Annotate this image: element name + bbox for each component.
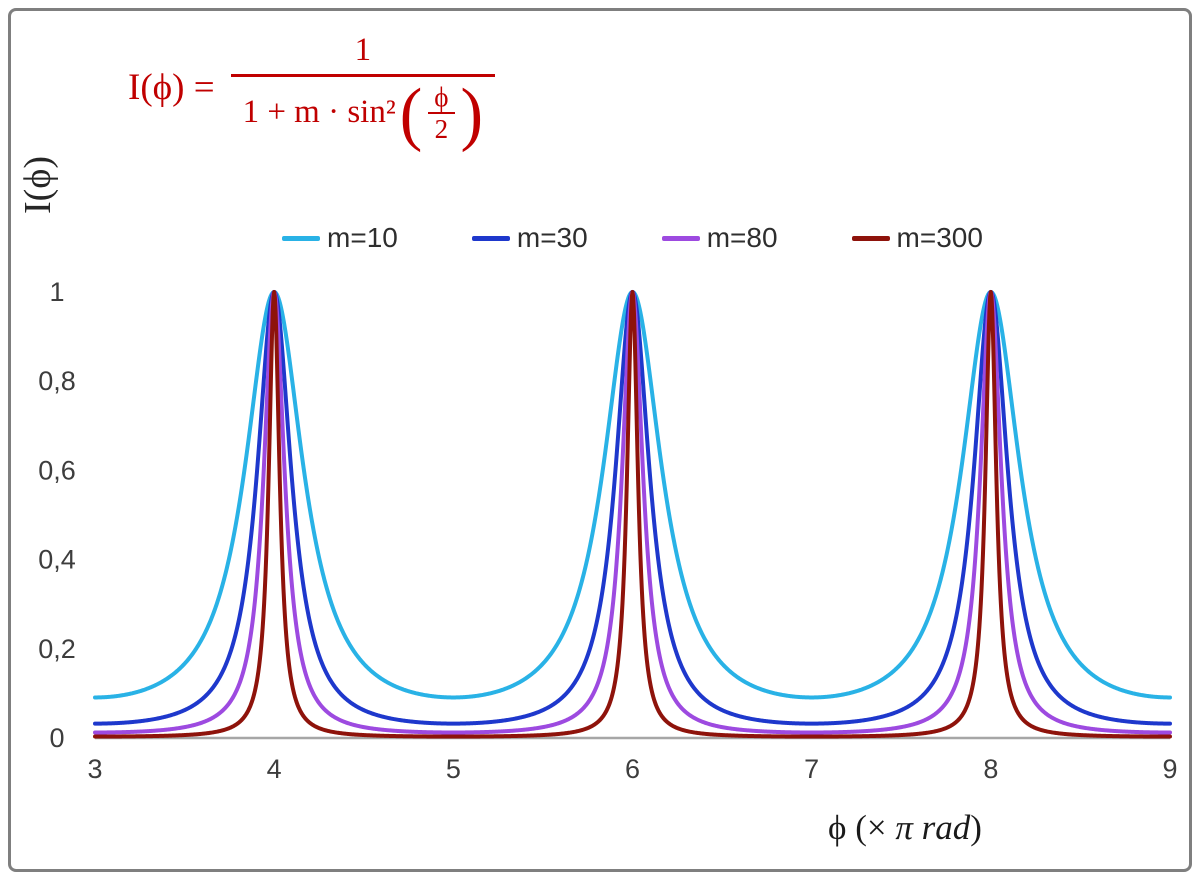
legend-item: m=10: [282, 222, 398, 254]
curve-m=30: [93, 290, 1172, 726]
x-axis-title-close: ): [970, 808, 982, 847]
legend-item: m=30: [471, 222, 588, 254]
legend-label: m=80: [706, 222, 778, 253]
x-axis-title-symbol: ϕ (×: [828, 808, 896, 847]
x-tick-label: 9: [1162, 754, 1177, 784]
legend: m=10 m=30 m=80 m=300: [95, 222, 1170, 254]
formula-inner-fraction: ϕ 2: [428, 83, 455, 145]
formula-numerator: 1: [354, 32, 372, 68]
x-tick-label: 5: [446, 754, 461, 784]
y-tick-label: 0,6: [38, 455, 76, 485]
x-tick-label: 6: [625, 754, 640, 784]
y-axis-title: I(ϕ): [17, 156, 59, 214]
legend-label: m=30: [516, 222, 588, 253]
legend-item: m=80: [661, 222, 778, 254]
close-paren: ): [460, 73, 484, 153]
legend-swatch: [471, 235, 510, 241]
legend-swatch: [282, 235, 321, 241]
formula-inner-denominator: 2: [434, 114, 449, 145]
legend-swatch: [661, 235, 700, 241]
formula-lhs: I(ϕ) =: [128, 67, 215, 109]
y-tick-label: 0,4: [38, 545, 76, 575]
y-tick-label: 1: [49, 277, 64, 307]
y-tick-label: 0: [49, 723, 64, 753]
x-tick-label: 8: [983, 754, 998, 784]
curve-m=80: [93, 290, 1172, 735]
x-axis-title-unit: π rad: [895, 808, 971, 847]
formula-denominator: 1 + m · sin² ( ϕ 2 ): [230, 73, 496, 153]
formula: I(ϕ) = 1 1 + m · sin² ( ϕ 2 ): [128, 32, 496, 153]
legend-label: m=10: [327, 222, 398, 253]
x-tick-label: 7: [804, 754, 819, 784]
formula-denominator-prefix: 1 + m · sin²: [242, 94, 396, 131]
formula-inner-numerator: ϕ: [428, 83, 455, 115]
legend-swatch: [851, 235, 890, 241]
x-axis-title: ϕ (× π rad): [705, 808, 1105, 848]
x-tick-label: 4: [267, 754, 282, 784]
y-tick-label: 0,2: [38, 634, 76, 664]
formula-fraction: 1 1 + m · sin² ( ϕ 2 ): [230, 32, 496, 153]
legend-item: m=300: [851, 222, 983, 254]
curve-m=300: [93, 290, 1172, 739]
x-tick-label: 3: [87, 754, 102, 784]
legend-label: m=300: [896, 222, 983, 253]
y-tick-label: 0,8: [38, 366, 76, 396]
open-paren: (: [399, 73, 423, 153]
